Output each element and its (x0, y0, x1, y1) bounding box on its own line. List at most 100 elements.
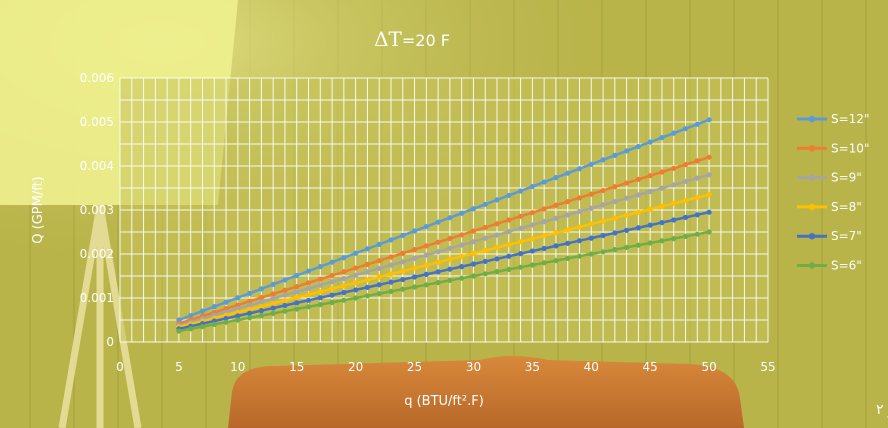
data-point (305, 292, 312, 298)
legend-item: S=12" (797, 112, 869, 126)
data-point (364, 269, 371, 275)
data-point (294, 272, 300, 279)
legend-marker (808, 174, 816, 181)
data-point (659, 169, 665, 175)
data-point (482, 258, 488, 265)
series-2 (176, 154, 712, 327)
data-point (329, 286, 335, 292)
data-point (541, 260, 547, 266)
data-point (282, 287, 288, 293)
data-point (694, 194, 700, 201)
data-point (517, 239, 524, 245)
data-point (376, 241, 382, 247)
data-point (258, 286, 264, 292)
data-point (400, 259, 406, 265)
data-point (223, 319, 229, 325)
data-point (235, 305, 241, 312)
x-tick-label: 35 (525, 360, 540, 374)
data-point (294, 289, 300, 295)
data-point (647, 222, 653, 228)
data-point (400, 268, 406, 274)
data-point (423, 252, 429, 258)
data-point (494, 197, 500, 203)
y-tick-label: 0.004 (80, 159, 114, 173)
data-point (624, 244, 630, 250)
data-point (411, 255, 418, 261)
x-tick-label: 10 (230, 360, 245, 374)
data-point (612, 215, 618, 221)
data-point (612, 198, 618, 205)
data-point (682, 161, 689, 168)
data-point (294, 283, 300, 290)
x-tick-label: 45 (643, 360, 658, 374)
data-point (706, 229, 712, 235)
data-point (353, 265, 359, 271)
series-line (178, 230, 710, 333)
x-tick-label: 25 (407, 360, 422, 374)
legend-marker (808, 145, 816, 152)
legend-marker (808, 233, 816, 240)
y-axis-label: Q (GPM/ft) (31, 176, 46, 243)
data-point (294, 300, 300, 306)
data-point (258, 295, 264, 301)
data-point (247, 290, 253, 296)
data-point (435, 219, 441, 225)
data-point (635, 176, 642, 182)
data-point (647, 206, 653, 212)
legend-item: S=10" (797, 141, 869, 155)
y-tick-label: 0.003 (80, 203, 114, 217)
data-point (588, 235, 594, 241)
data-point (588, 205, 594, 211)
data-point (329, 292, 335, 298)
data-point (506, 229, 512, 235)
x-tick-label: 5 (175, 360, 183, 374)
legend-label: S=12" (831, 112, 869, 126)
data-point (529, 248, 535, 254)
data-point (588, 161, 594, 167)
data-point (199, 308, 206, 314)
y-tick-label: 0.002 (80, 247, 114, 261)
data-point (247, 306, 253, 312)
data-point (482, 224, 488, 231)
data-point (694, 212, 700, 218)
data-point (576, 224, 583, 230)
data-point (435, 280, 441, 286)
data-point (671, 217, 677, 223)
chart-title: ΔT=20 F (374, 27, 450, 51)
data-point (482, 201, 488, 207)
legend-marker (808, 262, 816, 269)
data-point (612, 152, 618, 158)
data-point (400, 250, 406, 256)
data-point (659, 219, 665, 226)
data-point (376, 291, 382, 297)
data-point (659, 185, 665, 191)
data-point (694, 175, 700, 181)
data-point (576, 238, 583, 244)
data-point (247, 302, 253, 308)
data-point (671, 182, 677, 188)
data-point (694, 231, 700, 237)
data-point (565, 227, 571, 233)
data-point (482, 271, 488, 277)
y-tick-label: 0.006 (80, 71, 114, 85)
data-point (647, 240, 653, 246)
data-point (529, 210, 535, 216)
data-point (317, 276, 323, 282)
x-tick-label: 0 (116, 360, 124, 374)
data-point (553, 258, 559, 264)
data-point (600, 218, 606, 224)
data-point (364, 246, 371, 252)
data-point (435, 239, 441, 245)
data-point (517, 213, 524, 219)
data-point (553, 230, 559, 236)
data-point (506, 192, 512, 199)
data-point (388, 262, 394, 268)
data-point (247, 310, 253, 316)
data-point (612, 247, 618, 253)
data-point (341, 289, 347, 296)
data-point (282, 297, 288, 304)
figure-caption: نمودار ۲ (876, 402, 888, 418)
data-point (329, 272, 335, 279)
data-point (188, 326, 194, 332)
